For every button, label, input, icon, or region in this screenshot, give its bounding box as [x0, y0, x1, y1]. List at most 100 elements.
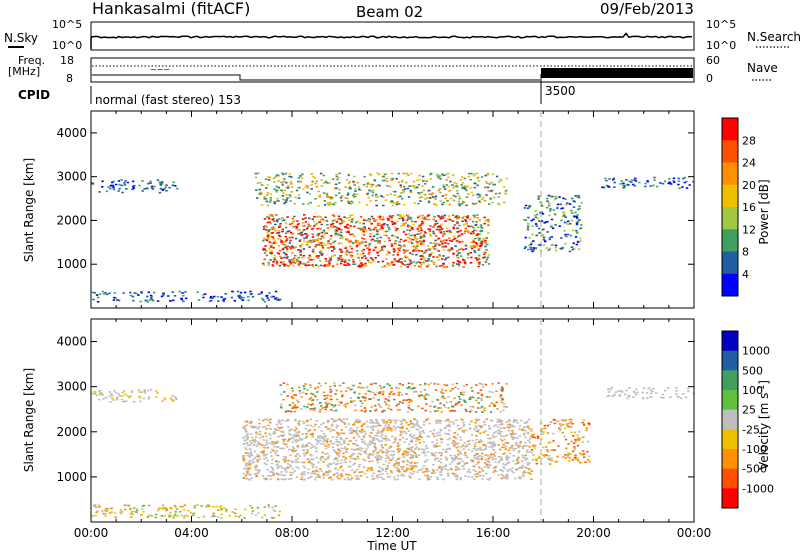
cpid-label: CPID: [18, 88, 50, 102]
station-title: Hankasalmi (fitACF): [92, 0, 250, 18]
power-colorbar: 28 24 20 16 12 8 4: [721, 117, 756, 297]
echo-region: [95, 290, 281, 303]
echo-region: [601, 177, 691, 189]
power-panel: Slant Range [km] 1000 2000 3000 4000 28 24 20…: [22, 110, 771, 309]
colorbar-tick-label: -100: [742, 443, 767, 456]
colorbar-tick-label: 16: [742, 201, 756, 214]
echo-region: [91, 388, 178, 403]
colorbar-tick-label: 500: [742, 364, 763, 377]
ytick-label: 1000: [56, 470, 87, 484]
nsky-tick-top: 10^5: [52, 18, 82, 31]
power-data: [91, 172, 695, 303]
colorbar-swatch: [722, 468, 738, 489]
echo-region: [91, 504, 281, 519]
colorbar-tick-label: 24: [742, 157, 756, 170]
colorbar-tick-label: 28: [742, 134, 756, 147]
colorbar-tick-label: 25: [742, 404, 756, 417]
colorbar-swatch: [722, 207, 738, 230]
freq-tick-bottom: 8: [66, 72, 73, 85]
colorbar-swatch: [722, 140, 738, 163]
echo-region: [262, 214, 490, 268]
colorbar-swatch: [722, 118, 738, 141]
colorbar-swatch: [722, 251, 738, 275]
velocity-colorbar: 1000 500 100 25 -25 -100 -500 -1000: [721, 330, 774, 509]
echo-region: [241, 418, 533, 481]
echo-region: [94, 390, 178, 403]
velocity-panel: Slant Range [km] 1000 2000 3000 4000 00:00 0…: [22, 111, 774, 553]
nsky-frame: [90, 21, 695, 51]
ytick-label: 3000: [56, 170, 87, 184]
nave-label: Nave: [747, 61, 778, 75]
echo-region: [531, 419, 591, 464]
power-yticks: 1000 2000 3000 4000: [56, 126, 694, 271]
velocity-ylabel: Slant Range [km]: [22, 368, 36, 472]
echo-region: [606, 386, 695, 400]
nsky-tick-bottom: 10^0: [52, 39, 82, 52]
velocity-colorbar-label: Velocity [m s-1]: [757, 380, 772, 470]
nsky-right-tick-top: 10^5: [706, 18, 736, 31]
nsky-label: N.Sky: [4, 31, 38, 45]
freq-panel: Freq. [MHz] 18 8 60 0 Nave ~~~: [8, 54, 778, 85]
echo-region: [259, 172, 506, 207]
freq-unit: [MHz]: [8, 65, 40, 78]
colorbar-tick-label: 1000: [742, 345, 770, 358]
nave-dense-block: [541, 68, 693, 78]
xtick-label: 08:00: [275, 526, 310, 540]
xtick-label: 16:00: [476, 526, 511, 540]
colorbar-swatch: [722, 370, 738, 391]
colorbar-tick-label: 12: [742, 223, 756, 236]
cpid-row: CPID normal (fast stereo) 153 3500: [18, 74, 576, 107]
nsky-panel: N.Sky 10^5 10^0 10^5 10^0 N.Search: [4, 18, 800, 52]
echo-region: [530, 419, 591, 465]
echo-region: [604, 176, 695, 190]
echo-region: [531, 418, 591, 465]
colorbar-tick-label: 20: [742, 179, 756, 192]
beam-label: Beam 02: [356, 3, 423, 21]
ytick-label: 2000: [56, 425, 87, 439]
x-axis-label: Time UT: [366, 539, 417, 553]
echo-region: [91, 179, 174, 194]
nsky-right-tick-bottom: 10^0: [706, 39, 736, 52]
colorbar-swatch: [722, 449, 738, 470]
colorbar-swatch: [722, 273, 738, 297]
power-ylabel: Slant Range [km]: [22, 158, 36, 262]
xtick-label: 20:00: [576, 526, 611, 540]
echo-region: [262, 214, 491, 268]
colorbar-swatch: [722, 184, 738, 208]
colorbar-swatch: [722, 429, 738, 450]
xtick-label: 04:00: [174, 526, 209, 540]
date-label: 09/Feb/2013: [600, 0, 694, 18]
echo-region: [279, 382, 504, 413]
ytick-label: 4000: [56, 335, 87, 349]
power-frame: [90, 110, 695, 309]
nsearch-label: N.Search: [747, 30, 800, 44]
colorbar-frame: [721, 117, 739, 297]
colorbar-swatch: [722, 488, 738, 509]
power-colorbar-label: Power [dB]: [757, 179, 771, 244]
nave-tick-top: 60: [706, 54, 720, 67]
colorbar-tick-label: 4: [742, 268, 749, 281]
colorbar-tick-label: -1000: [742, 482, 774, 495]
nave-trace: [92, 74, 540, 81]
velocity-yticks: 1000 2000 3000 4000: [56, 335, 694, 484]
freq-label: Freq.: [18, 54, 45, 67]
echo-region: [94, 504, 275, 519]
colorbar-tick-label: -25: [742, 423, 760, 436]
colorbar-swatch: [722, 162, 738, 186]
nave-tick-bottom: 0: [706, 72, 713, 85]
colorbar-swatch: [722, 229, 738, 252]
colorbar-frame: [721, 330, 739, 509]
ytick-label: 1000: [56, 257, 87, 271]
colorbar-swatch: [722, 350, 738, 371]
freq-tick-top: 18: [60, 54, 74, 67]
colorbar-swatch: [722, 390, 738, 411]
xtick-label: 12:00: [375, 526, 410, 540]
freq-blip: ~~~: [150, 65, 170, 74]
cpid-segment-1: normal (fast stereo) 153: [95, 93, 241, 107]
ytick-label: 3000: [56, 380, 87, 394]
xtick-label: 00:00: [74, 526, 109, 540]
echo-region: [262, 214, 490, 268]
colorbar-tick-label: 8: [742, 246, 749, 259]
colorbar-swatch: [722, 331, 738, 352]
